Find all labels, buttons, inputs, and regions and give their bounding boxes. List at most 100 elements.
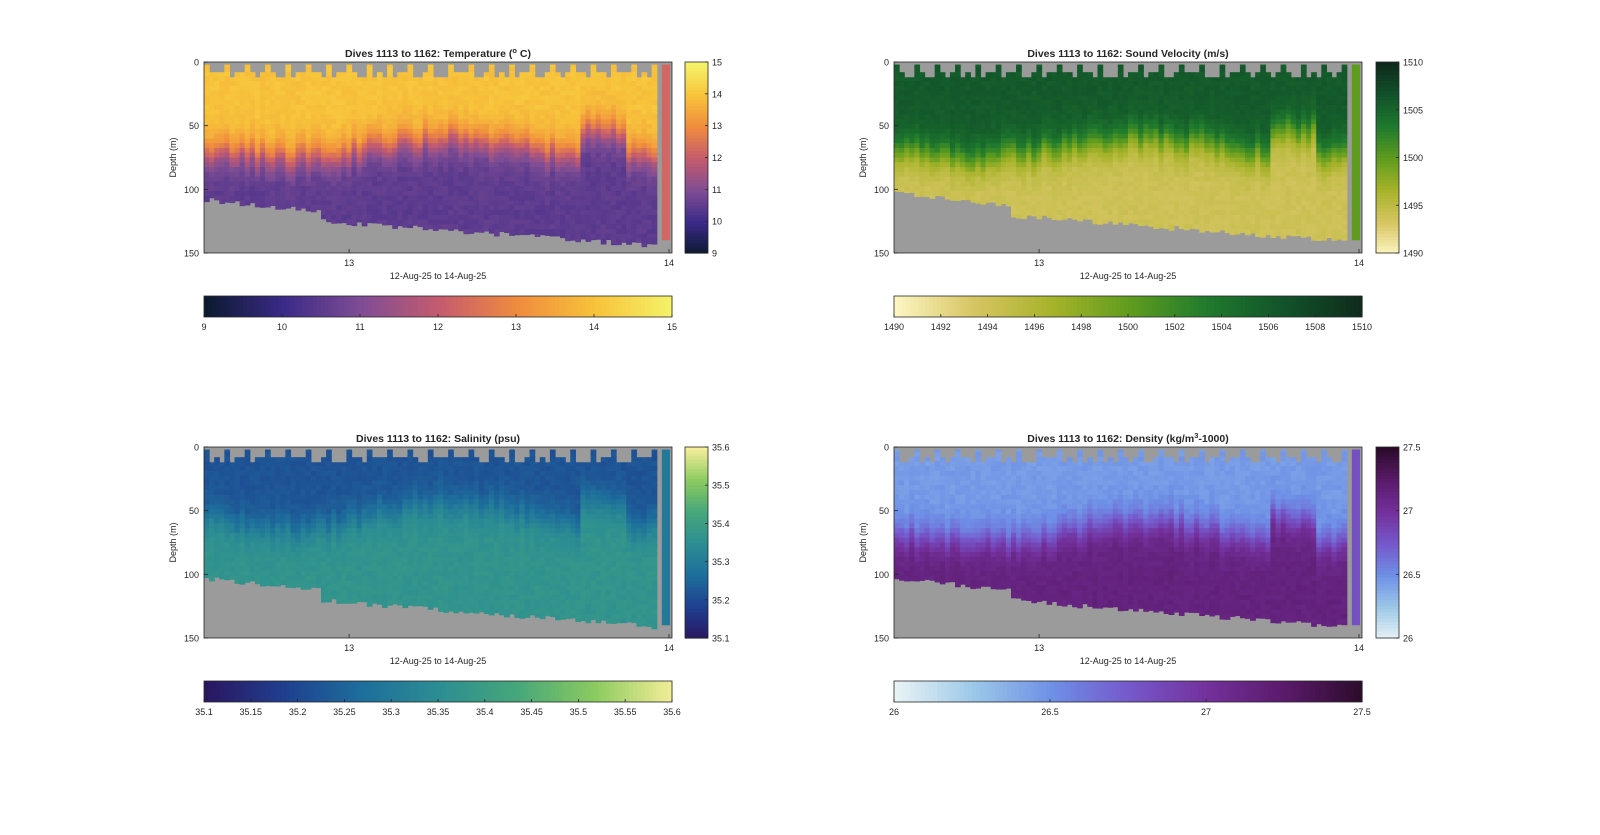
colorbar-tick-label: 1496 bbox=[1024, 322, 1044, 332]
x-tick-label: 14 bbox=[1354, 643, 1364, 653]
y-tick-label: 50 bbox=[189, 506, 199, 516]
colorbar-tick-label: 1490 bbox=[884, 322, 904, 332]
colorbar-tick-label: 35.4 bbox=[476, 707, 494, 717]
colorbar-tick-label: 1505 bbox=[1403, 105, 1423, 115]
colorbar-tick-label: 27 bbox=[1403, 506, 1413, 516]
x-axis-label: 12-Aug-25 to 14-Aug-25 bbox=[1080, 656, 1177, 666]
colorbar-tick-label: 35.25 bbox=[333, 707, 356, 717]
x-tick-label: 14 bbox=[664, 258, 674, 268]
panel-salinity: Dives 1113 to 1162: Salinity (psu) 0 50 100… bbox=[168, 433, 730, 717]
colorbar-tick-label: 35.1 bbox=[195, 707, 213, 717]
y-tick-label: 100 bbox=[874, 185, 889, 195]
colorbar-tick-label: 1510 bbox=[1352, 322, 1372, 332]
colorbar-vertical: 35.1 35.2 35.3 35.4 35.5 35.6 bbox=[685, 443, 730, 644]
colorbar-tick-label: 1492 bbox=[931, 322, 951, 332]
colorbar-tick-label: 35.15 bbox=[240, 707, 263, 717]
colorbar-tick-label: 14 bbox=[589, 322, 599, 332]
y-tick-label: 100 bbox=[874, 570, 889, 580]
y-tick-label: 150 bbox=[874, 634, 889, 644]
y-tick-label: 100 bbox=[184, 185, 199, 195]
colorbar-tick-label: 35.6 bbox=[712, 443, 730, 453]
colorbar-tick-label: 1498 bbox=[1071, 322, 1091, 332]
colorbar-tick-label: 1502 bbox=[1165, 322, 1185, 332]
colorbar-tick-label: 35.4 bbox=[712, 519, 730, 529]
colorbar-tick-label: 15 bbox=[712, 58, 722, 68]
colorbar-horizontal: 9 10 11 12 13 14 15 bbox=[201, 296, 677, 332]
y-axis-label: Depth (m) bbox=[858, 522, 868, 562]
colorbar-tick-label: 10 bbox=[712, 217, 722, 227]
colorbar-tick-label: 27 bbox=[1201, 707, 1211, 717]
x-axis-label: 12-Aug-25 to 14-Aug-25 bbox=[390, 271, 487, 281]
y-axis-label: Depth (m) bbox=[168, 522, 178, 562]
colorbar-tick-label: 1500 bbox=[1403, 153, 1423, 163]
colorbar-tick-label: 11 bbox=[355, 322, 364, 332]
y-tick-label: 0 bbox=[884, 58, 889, 68]
colorbar-tick-label: 35.55 bbox=[614, 707, 637, 717]
colorbar-tick-label: 35.1 bbox=[712, 634, 730, 644]
colorbar-tick-label: 27.5 bbox=[1403, 443, 1421, 453]
colorbar-tick-label: 35.45 bbox=[520, 707, 543, 717]
y-tick-label: 0 bbox=[194, 443, 199, 453]
panel-sound_velocity: Dives 1113 to 1162: Sound Velocity (m/s)… bbox=[858, 48, 1423, 332]
panel-title: Dives 1113 to 1162: Temperature (o C) bbox=[345, 46, 531, 60]
colorbar-tick-label: 1490 bbox=[1403, 249, 1423, 259]
colorbar-tick-label: 11 bbox=[712, 185, 721, 195]
colorbar-tick-label: 35.5 bbox=[712, 481, 730, 491]
colorbar-tick-label: 35.3 bbox=[712, 557, 730, 567]
x-tick-label: 13 bbox=[1034, 643, 1044, 653]
colorbar-tick-label: 35.2 bbox=[712, 595, 730, 605]
y-tick-label: 0 bbox=[194, 58, 199, 68]
colorbar-tick-label: 35.3 bbox=[382, 707, 400, 717]
y-tick-label: 50 bbox=[879, 121, 889, 131]
colorbar-vertical: 9 10 11 12 13 14 15 bbox=[685, 58, 722, 259]
colorbar-tick-label: 13 bbox=[511, 322, 521, 332]
panel-title: Dives 1113 to 1162: Density (kg/m3-1000) bbox=[1027, 431, 1228, 445]
y-axis-label: Depth (m) bbox=[168, 137, 178, 177]
y-axis-label: Depth (m) bbox=[858, 137, 868, 177]
panel-temperature: Dives 1113 to 1162: Temperature (o C) 0 50… bbox=[168, 46, 722, 332]
y-tick-label: 100 bbox=[184, 570, 199, 580]
colorbar-tick-label: 1495 bbox=[1403, 201, 1423, 211]
colorbar-tick-label: 26 bbox=[1403, 634, 1413, 644]
colorbar-tick-label: 26 bbox=[889, 707, 899, 717]
x-tick-label: 14 bbox=[664, 643, 674, 653]
colorbar-tick-label: 27.5 bbox=[1353, 707, 1371, 717]
colorbar-tick-label: 9 bbox=[712, 249, 717, 259]
y-tick-label: 150 bbox=[184, 249, 199, 259]
x-axis-label: 12-Aug-25 to 14-Aug-25 bbox=[390, 656, 487, 666]
x-tick-label: 13 bbox=[344, 643, 354, 653]
panel-density: Dives 1113 to 1162: Density (kg/m3-1000)… bbox=[858, 431, 1421, 717]
colorbar-tick-label: 1506 bbox=[1258, 322, 1278, 332]
colorbar-tick-label: 12 bbox=[712, 153, 722, 163]
colorbar-tick-label: 14 bbox=[712, 89, 722, 99]
colorbar-tick-label: 12 bbox=[433, 322, 443, 332]
y-tick-label: 50 bbox=[189, 121, 199, 131]
colorbar-tick-label: 35.5 bbox=[570, 707, 588, 717]
colorbar-vertical: 26 26.5 27 27.5 bbox=[1376, 443, 1421, 644]
panel-title: Dives 1113 to 1162: Sound Velocity (m/s) bbox=[1027, 48, 1228, 60]
colorbar-tick-label: 35.2 bbox=[289, 707, 307, 717]
colorbar-tick-label: 13 bbox=[712, 121, 722, 131]
colorbar-tick-label: 9 bbox=[201, 322, 206, 332]
colorbar-horizontal: 26 26.5 27 27.5 bbox=[889, 681, 1371, 717]
colorbar-tick-label: 26.5 bbox=[1403, 570, 1421, 580]
colorbar-tick-label: 26.5 bbox=[1041, 707, 1059, 717]
colorbar-tick-label: 1504 bbox=[1212, 322, 1232, 332]
colorbar-tick-label: 1494 bbox=[978, 322, 998, 332]
y-tick-label: 0 bbox=[884, 443, 889, 453]
x-axis-label: 12-Aug-25 to 14-Aug-25 bbox=[1080, 271, 1177, 281]
colorbar-tick-label: 1508 bbox=[1305, 322, 1325, 332]
colorbar-tick-label: 10 bbox=[277, 322, 287, 332]
y-tick-label: 150 bbox=[874, 249, 889, 259]
colorbar-tick-label: 15 bbox=[667, 322, 677, 332]
y-tick-label: 150 bbox=[184, 634, 199, 644]
panel-title: Dives 1113 to 1162: Salinity (psu) bbox=[356, 433, 520, 445]
x-tick-label: 13 bbox=[344, 258, 354, 268]
y-tick-label: 50 bbox=[879, 506, 889, 516]
x-tick-label: 13 bbox=[1034, 258, 1044, 268]
